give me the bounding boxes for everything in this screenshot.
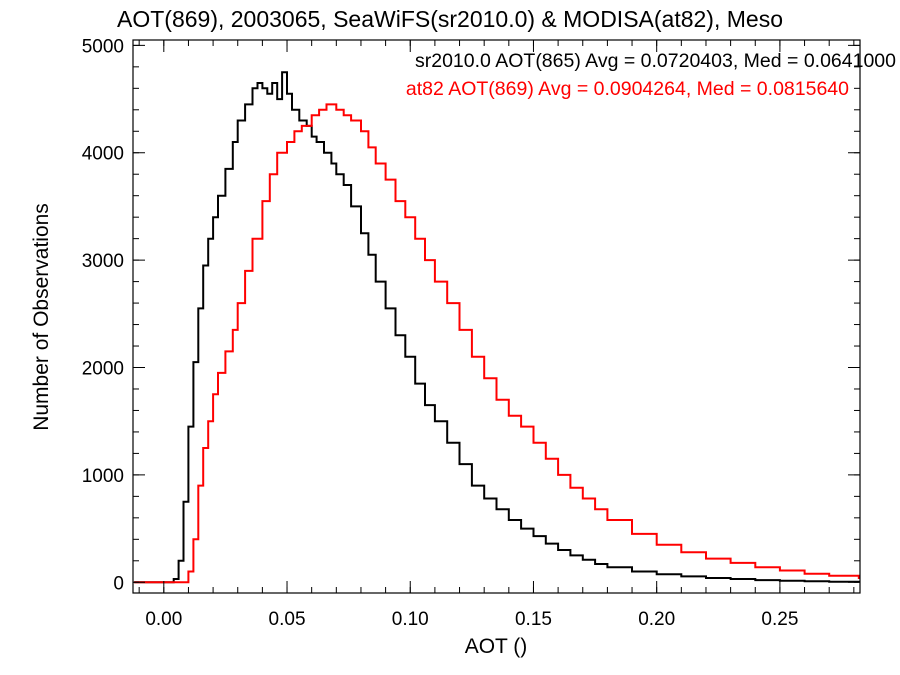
y-tick-label: 1000 bbox=[82, 466, 124, 487]
y-axis-label: Number of Observations bbox=[30, 203, 53, 431]
y-tick-label: 0 bbox=[113, 573, 124, 594]
chart-title: AOT(869), 2003065, SeaWiFS(sr2010.0) & M… bbox=[117, 6, 783, 32]
x-tick-label: 0.15 bbox=[515, 609, 552, 630]
x-tick-label: 0.10 bbox=[392, 609, 429, 630]
plot-area: 0.00 0.05 0.10 0.15 0.20 0.25 0 1000 2000 3000 400… bbox=[82, 36, 861, 630]
y-tick-label: 3000 bbox=[82, 251, 124, 272]
legend-entry-series-1: sr2010.0 AOT(865) Avg = 0.0720403, Med =… bbox=[415, 50, 896, 72]
legend-entry-series-2: at82 AOT(869) Avg = 0.0904264, Med = 0.0… bbox=[406, 78, 849, 100]
series-1-line bbox=[134, 71, 860, 584]
y-tick-label: 2000 bbox=[82, 359, 124, 380]
x-tick-label: 0.20 bbox=[638, 609, 675, 630]
x-tick-label: 0.00 bbox=[145, 609, 182, 630]
x-tick-label: 0.05 bbox=[269, 609, 306, 630]
x-tick-label: 0.25 bbox=[761, 609, 798, 630]
y-tick-label: 4000 bbox=[82, 144, 124, 165]
x-axis-label: AOT () bbox=[465, 635, 528, 658]
plot-frame bbox=[132, 39, 861, 594]
series-2-line bbox=[134, 103, 860, 584]
y-tick-label: 5000 bbox=[82, 36, 124, 57]
